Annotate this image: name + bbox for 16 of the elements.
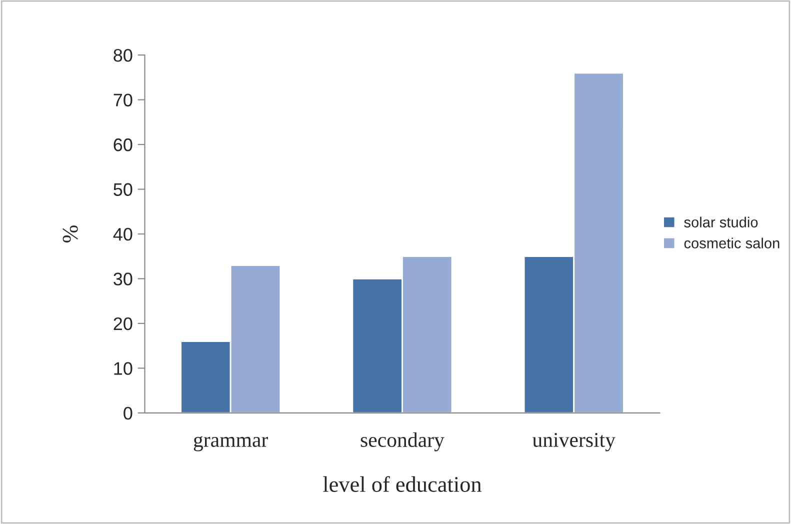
x-tick-label: secondary — [360, 432, 444, 452]
legend-label: solar studio — [684, 216, 758, 228]
x-tick-label: university — [532, 432, 616, 452]
y-tick-label: 20 — [114, 317, 132, 330]
y-tick-label: 60 — [114, 138, 132, 152]
legend-label: cosmetic salon — [684, 238, 780, 248]
y-tick-label: 0 — [124, 406, 132, 420]
y-tick-label: 10 — [114, 362, 132, 375]
x-axis-title: level of education — [323, 476, 482, 492]
y-tick-label: 80 — [114, 48, 132, 62]
x-tick-label: grammar — [194, 436, 268, 452]
y-tick-label: 50 — [114, 183, 132, 196]
y-axis-title: % — [62, 225, 78, 242]
y-tick-label: 70 — [114, 94, 132, 106]
y-tick-label: 30 — [114, 272, 132, 286]
y-tick-label: 40 — [113, 228, 132, 241]
